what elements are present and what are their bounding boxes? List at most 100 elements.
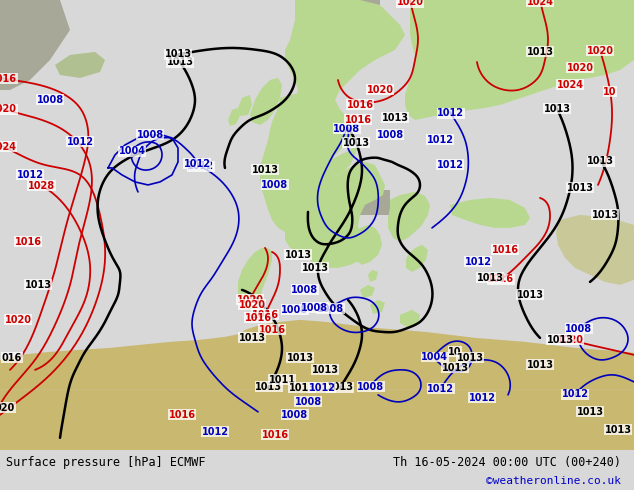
Text: 016: 016 — [2, 353, 22, 363]
Text: 1020: 1020 — [567, 63, 593, 73]
Text: 1008: 1008 — [301, 303, 328, 313]
Text: 1008: 1008 — [566, 324, 592, 334]
Polygon shape — [400, 310, 420, 328]
Polygon shape — [0, 0, 70, 90]
Text: 1008: 1008 — [377, 130, 404, 140]
Text: 1020: 1020 — [587, 46, 614, 56]
Text: 1013: 1013 — [285, 250, 311, 260]
Text: 1004: 1004 — [422, 352, 448, 362]
Text: 1012: 1012 — [309, 383, 335, 393]
Text: 1016: 1016 — [488, 274, 514, 284]
Text: 1013: 1013 — [252, 165, 278, 175]
Text: 1013: 1013 — [165, 49, 191, 59]
Text: 1008: 1008 — [333, 124, 361, 134]
Text: 1016: 1016 — [0, 74, 17, 84]
Text: 1008: 1008 — [357, 382, 384, 392]
Text: 1020: 1020 — [366, 85, 394, 95]
Text: 1012: 1012 — [184, 159, 211, 169]
Text: 1016: 1016 — [344, 115, 372, 125]
Text: 1013: 1013 — [477, 273, 503, 283]
Text: 1012: 1012 — [465, 257, 491, 267]
Text: 1013: 1013 — [526, 47, 553, 57]
Text: 1012: 1012 — [67, 137, 93, 147]
Text: 1013: 1013 — [25, 280, 51, 290]
Text: 1013: 1013 — [288, 383, 316, 393]
Polygon shape — [285, 218, 320, 252]
Text: 1016: 1016 — [347, 100, 373, 110]
Text: 1011: 1011 — [269, 375, 295, 385]
Text: 1013: 1013 — [456, 353, 484, 363]
Text: 1016: 1016 — [259, 325, 285, 335]
Text: 1012: 1012 — [437, 108, 464, 118]
Text: 1012: 1012 — [187, 161, 214, 172]
Text: 1020: 1020 — [4, 315, 32, 325]
Text: 1016: 1016 — [491, 245, 519, 255]
Polygon shape — [370, 300, 385, 314]
Polygon shape — [238, 248, 272, 310]
Text: 1013: 1013 — [287, 353, 313, 363]
Polygon shape — [55, 52, 105, 78]
Text: 1013: 1013 — [587, 156, 614, 166]
Text: 1008: 1008 — [281, 410, 309, 420]
Text: 1016: 1016 — [169, 410, 195, 420]
Text: 1013: 1013 — [543, 104, 571, 114]
Text: 1013: 1013 — [238, 333, 266, 343]
Text: 1012: 1012 — [469, 393, 496, 403]
Text: 1024: 1024 — [557, 80, 583, 90]
Text: 1012: 1012 — [562, 390, 589, 399]
Text: 1016: 1016 — [15, 237, 41, 247]
Text: 1013: 1013 — [517, 290, 543, 300]
Polygon shape — [405, 0, 634, 120]
Text: 1013: 1013 — [604, 425, 631, 435]
Text: 1013: 1013 — [327, 382, 354, 392]
Text: 1020: 1020 — [0, 104, 17, 114]
Polygon shape — [360, 190, 390, 215]
Text: 1008: 1008 — [281, 305, 309, 315]
Text: 10: 10 — [603, 87, 617, 97]
Text: 020: 020 — [0, 403, 15, 413]
Text: 1013: 1013 — [547, 335, 574, 345]
Text: 1024: 1024 — [0, 142, 17, 151]
Text: 1008: 1008 — [136, 130, 164, 140]
Polygon shape — [450, 198, 530, 228]
Text: 1016: 1016 — [252, 310, 278, 319]
Text: 1012: 1012 — [202, 427, 228, 437]
Text: 1008: 1008 — [317, 304, 344, 314]
Polygon shape — [260, 90, 385, 268]
Text: 1004: 1004 — [119, 146, 146, 156]
Text: Th 16-05-2024 00:00 UTC (00+240): Th 16-05-2024 00:00 UTC (00+240) — [393, 456, 621, 469]
Text: 1013: 1013 — [255, 382, 282, 392]
Polygon shape — [368, 270, 378, 282]
Text: 1013: 1013 — [592, 210, 619, 220]
Polygon shape — [0, 390, 634, 450]
Text: 1016: 1016 — [245, 313, 271, 323]
Polygon shape — [328, 145, 358, 175]
Text: 1013: 1013 — [441, 363, 469, 373]
Text: 1012: 1012 — [16, 170, 44, 180]
Polygon shape — [238, 95, 252, 116]
Text: ©weatheronline.co.uk: ©weatheronline.co.uk — [486, 476, 621, 486]
Text: 1008: 1008 — [294, 397, 321, 407]
Text: 1013: 1013 — [382, 113, 408, 123]
Text: 1013: 1013 — [167, 57, 194, 68]
Text: 1012: 1012 — [427, 135, 453, 145]
Text: 1020: 1020 — [238, 300, 266, 310]
Polygon shape — [295, 5, 345, 35]
Polygon shape — [406, 245, 428, 272]
Text: 1008: 1008 — [36, 95, 63, 105]
Polygon shape — [500, 5, 580, 30]
Polygon shape — [250, 78, 282, 125]
Text: 1013: 1013 — [311, 365, 339, 375]
Text: 1012: 1012 — [427, 384, 454, 394]
Polygon shape — [228, 108, 240, 126]
Polygon shape — [285, 0, 405, 165]
Text: 1013: 1013 — [567, 183, 593, 193]
Text: 1008: 1008 — [261, 180, 288, 190]
Polygon shape — [0, 320, 634, 390]
Text: Surface pressure [hPa] ECMWF: Surface pressure [hPa] ECMWF — [6, 456, 206, 469]
Polygon shape — [352, 225, 382, 265]
Text: 1013: 1013 — [576, 407, 604, 417]
Text: 1013: 1013 — [302, 263, 328, 273]
Polygon shape — [320, 0, 380, 20]
Polygon shape — [360, 285, 375, 298]
